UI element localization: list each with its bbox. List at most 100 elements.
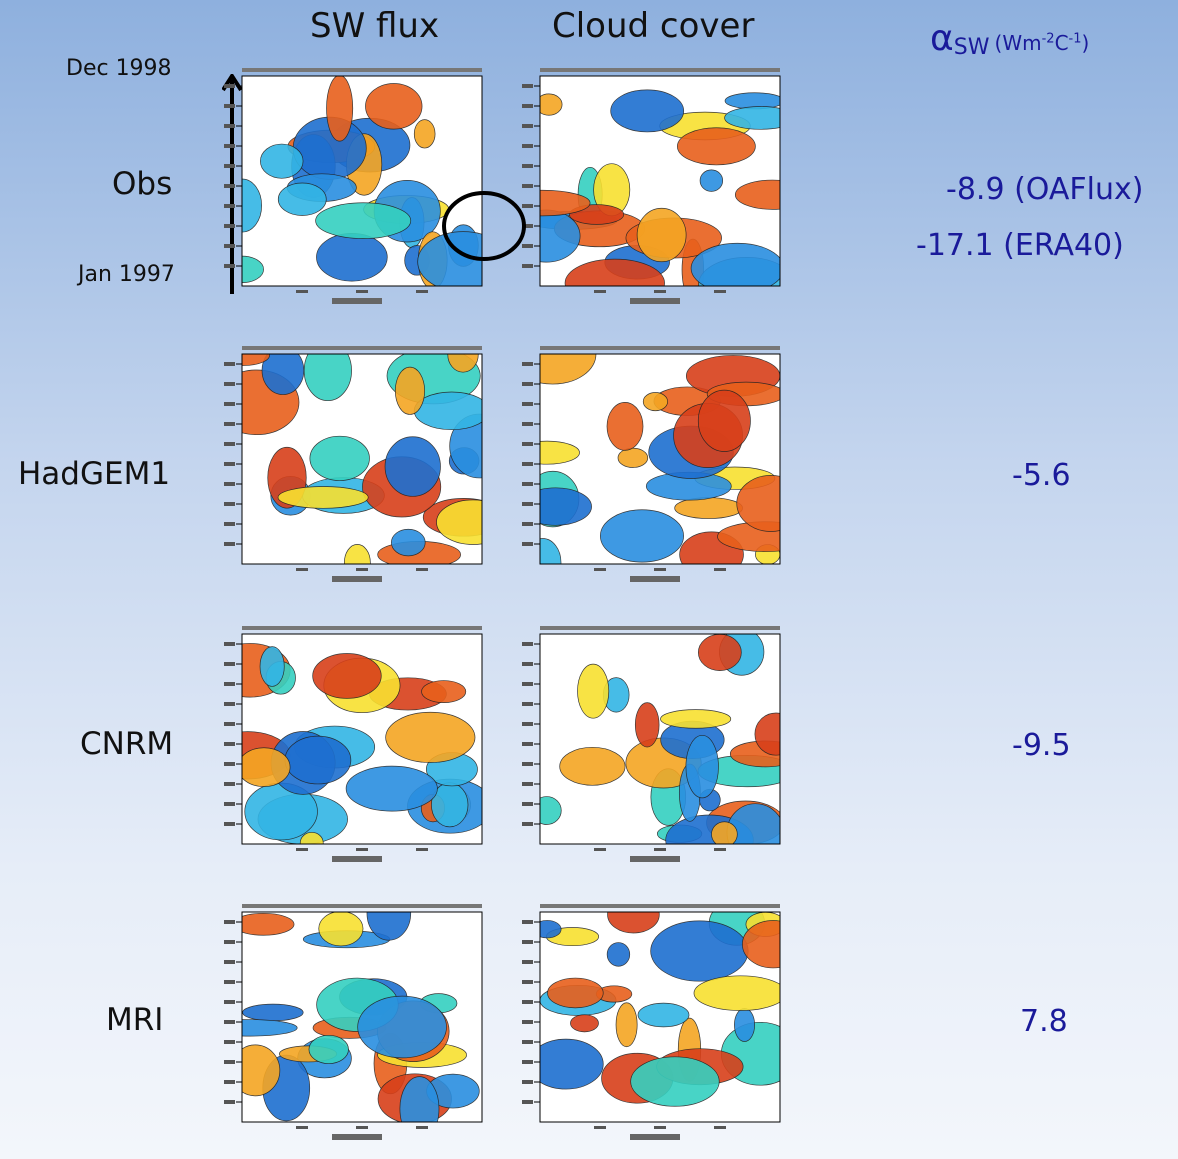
tick-label-image: [224, 822, 235, 826]
contour-blob: [385, 437, 440, 497]
tick-label-image: [522, 662, 533, 666]
tick-label-image: [522, 1100, 533, 1104]
contour-blob: [304, 344, 351, 401]
tick-label-image: [522, 782, 533, 786]
tick-label-image: [522, 1060, 533, 1064]
contour-blob: [316, 233, 387, 281]
plot-title-strip: [242, 68, 482, 72]
tick-label-image: [714, 848, 726, 851]
contour-blob: [600, 510, 683, 562]
contour-blob: [238, 748, 290, 787]
tick-label-image: [522, 1080, 533, 1084]
tick-label-image: [296, 1126, 308, 1129]
tick-label-image: [522, 542, 533, 546]
contour-blob: [414, 392, 487, 430]
plot-title-strip: [540, 626, 780, 630]
contour-blob: [278, 487, 368, 509]
tick-label-image: [714, 290, 726, 293]
column-header: SW flux: [310, 6, 439, 46]
unit-exp: -1: [1069, 31, 1082, 46]
contour-blob: [395, 367, 424, 414]
contour-blob: [400, 1077, 439, 1141]
tick-label-image: [224, 642, 235, 646]
tick-label-image: [416, 290, 428, 293]
tick-label-image: [224, 264, 235, 268]
contour-blob: [631, 1057, 720, 1106]
tick-label-image: [522, 462, 533, 466]
alpha-value: -8.9 (OAFlux): [946, 172, 1143, 207]
tick-label-image: [224, 382, 235, 386]
unit-part: ): [1082, 31, 1090, 55]
tick-label-image: [224, 442, 235, 446]
contour-blob: [260, 647, 284, 687]
tick-label-image: [522, 422, 533, 426]
plot-title-strip: [540, 346, 780, 350]
tick-label-image: [224, 742, 235, 746]
tick-label-image: [356, 1126, 368, 1129]
tick-label-image: [224, 722, 235, 726]
tick-label-image: [356, 848, 368, 851]
contour-plot-image: [520, 66, 785, 311]
tick-label-image: [522, 1040, 533, 1044]
contour-blob: [386, 712, 475, 762]
axis-label-image: [332, 298, 382, 304]
tick-label-image: [224, 662, 235, 666]
tick-label-image: [224, 1040, 235, 1044]
unit-part: C: [1055, 31, 1069, 55]
slide: SW flux Cloud cover αSW (Wm-2C-1) Dec 19…: [0, 0, 1178, 1159]
row-label: MRI: [106, 1002, 163, 1038]
tick-label-image: [224, 224, 235, 228]
time-label: Jan 1997: [78, 262, 175, 287]
alpha-symbol: α: [930, 18, 954, 59]
tick-label-image: [224, 104, 235, 108]
tick-label-image: [522, 522, 533, 526]
tick-label-image: [714, 568, 726, 571]
contour-blob: [698, 390, 750, 451]
plot-title-strip: [242, 346, 482, 350]
contour-blob: [414, 120, 435, 148]
tick-label-image: [522, 144, 533, 148]
contour-blob: [309, 1035, 349, 1063]
tick-label-image: [522, 642, 533, 646]
tick-label-image: [356, 568, 368, 571]
tick-label-image: [224, 482, 235, 486]
contour-blob: [607, 943, 630, 967]
axis-label-image: [332, 1134, 382, 1140]
tick-label-image: [522, 1020, 533, 1024]
tick-label-image: [224, 782, 235, 786]
contour-blob: [616, 1003, 637, 1047]
time-label: Dec 1998: [66, 56, 172, 81]
tick-label-image: [224, 422, 235, 426]
contour-blob: [637, 208, 686, 262]
plot-title-strip: [540, 68, 780, 72]
axis-label-image: [630, 576, 680, 582]
tick-label-image: [224, 204, 235, 208]
contour-blob: [638, 1003, 689, 1027]
contour-blob: [262, 346, 304, 394]
tick-label-image: [224, 1020, 235, 1024]
contour-blob: [520, 488, 592, 526]
contour-blob: [365, 83, 422, 129]
alpha-value: 7.8: [1020, 1004, 1068, 1039]
contour-blob: [570, 1015, 598, 1032]
contour-blob: [344, 544, 370, 581]
unit-part: (Wm: [995, 31, 1042, 55]
tick-label-image: [356, 290, 368, 293]
contour-blob: [548, 978, 604, 1008]
row-label: CNRM: [80, 726, 173, 762]
contour-blob: [675, 498, 743, 519]
tick-label-image: [296, 568, 308, 571]
contour-blob: [358, 996, 447, 1058]
tick-label-image: [522, 502, 533, 506]
contour-plot-image: [520, 624, 785, 869]
tick-label-image: [522, 382, 533, 386]
tick-label-image: [224, 244, 235, 248]
contour-blob: [700, 170, 723, 192]
contour-blob: [698, 634, 741, 670]
tick-label-image: [224, 1060, 235, 1064]
contour-blob: [391, 529, 425, 556]
contour-blob: [313, 653, 382, 698]
tick-label-image: [654, 568, 666, 571]
tick-label-image: [522, 822, 533, 826]
tick-label-image: [522, 84, 533, 88]
